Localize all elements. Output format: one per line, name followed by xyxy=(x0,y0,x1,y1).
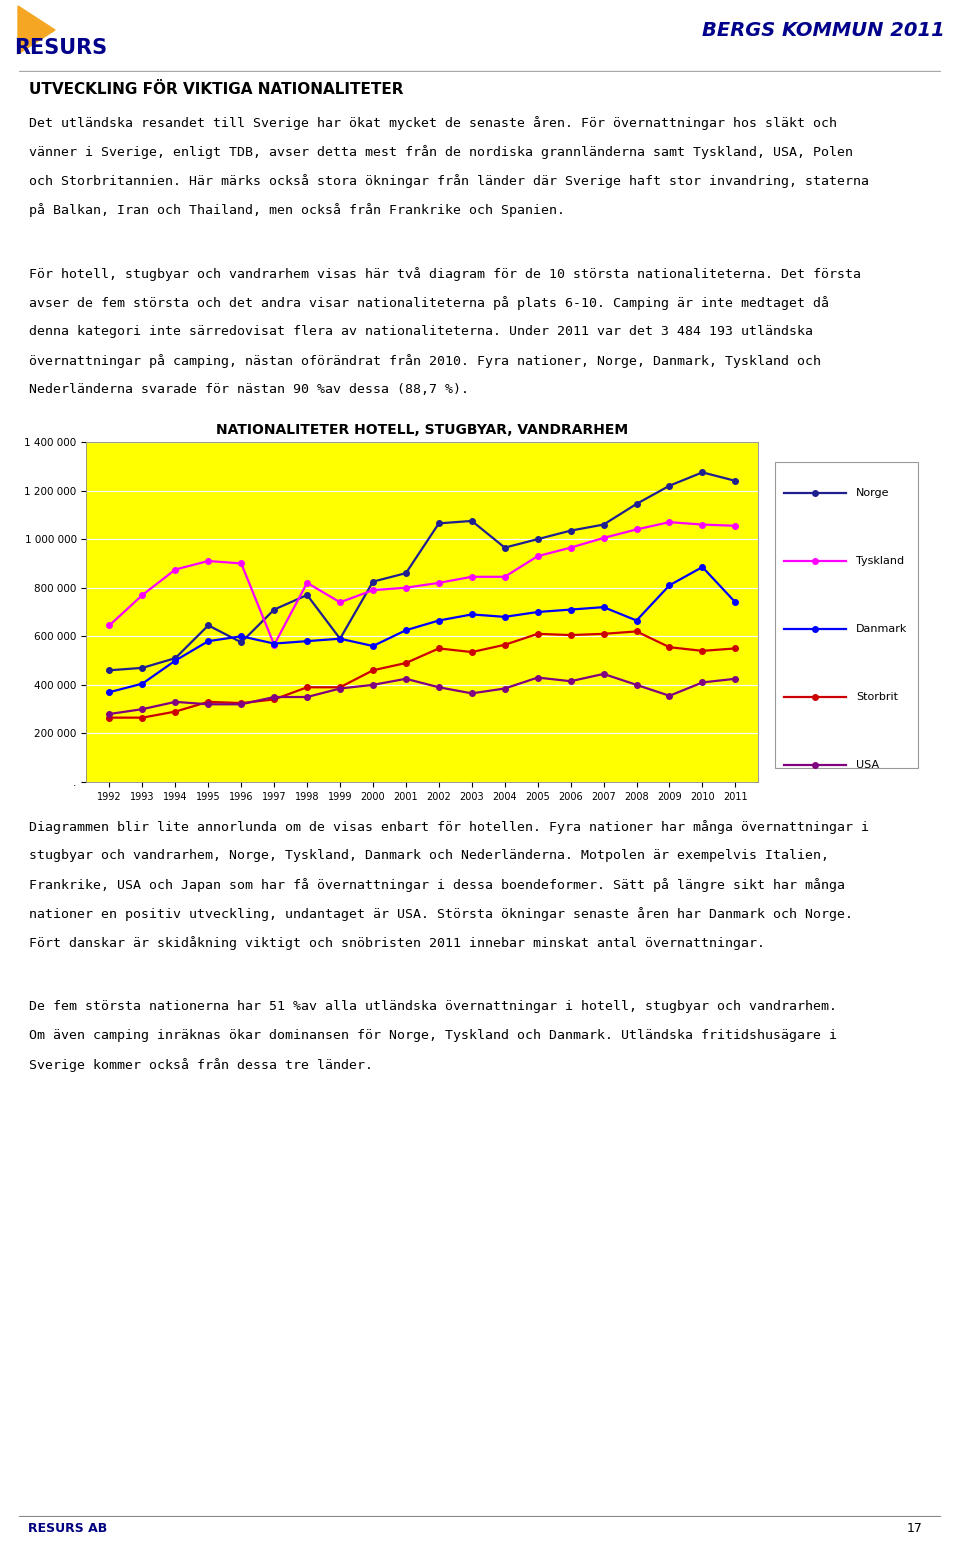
Text: RESURS AB: RESURS AB xyxy=(29,1522,108,1536)
Text: För hotell, stugbyar och vandrarhem visas här två diagram för de 10 största nati: För hotell, stugbyar och vandrarhem visa… xyxy=(29,268,861,282)
Text: Storbrit: Storbrit xyxy=(856,692,899,702)
Text: 17: 17 xyxy=(906,1522,923,1536)
Text: stugbyar och vandrarhem, Norge, Tyskland, Danmark och Nederländerna. Motpolen är: stugbyar och vandrarhem, Norge, Tyskland… xyxy=(29,850,828,862)
Polygon shape xyxy=(18,6,55,54)
Text: på Balkan, Iran och Thailand, men också från Frankrike och Spanien.: på Balkan, Iran och Thailand, men också … xyxy=(29,202,564,216)
Text: RESURS: RESURS xyxy=(14,37,108,58)
Text: De fem största nationerna har 51 %av alla utländska övernattningar i hotell, stu: De fem största nationerna har 51 %av all… xyxy=(29,1001,837,1013)
Text: Om även camping inräknas ökar dominansen för Norge, Tyskland och Danmark. Utländ: Om även camping inräknas ökar dominansen… xyxy=(29,1029,837,1043)
Text: Fört danskar är skidåkning viktigt och snöbristen 2011 innebar minskat antal öve: Fört danskar är skidåkning viktigt och s… xyxy=(29,937,765,951)
Text: Sverige kommer också från dessa tre länder.: Sverige kommer också från dessa tre länd… xyxy=(29,1058,372,1072)
Text: USA: USA xyxy=(856,759,879,770)
Text: och Storbritannien. Här märks också stora ökningar från länder där Sverige haft : och Storbritannien. Här märks också stor… xyxy=(29,174,869,188)
Text: Diagrammen blir lite annorlunda om de visas enbart för hotellen. Fyra nationer h: Diagrammen blir lite annorlunda om de vi… xyxy=(29,820,869,834)
Text: BERGS KOMMUN 2011: BERGS KOMMUN 2011 xyxy=(703,20,945,39)
Text: vänner i Sverige, enligt TDB, avser detta mest från de nordiska grannländerna sa: vänner i Sverige, enligt TDB, avser dett… xyxy=(29,145,852,159)
Text: Norge: Norge xyxy=(856,489,890,498)
Text: denna kategori inte särredovisat flera av nationaliteterna. Under 2011 var det 3: denna kategori inte särredovisat flera a… xyxy=(29,325,813,338)
Text: Nederländerna svarade för nästan 90 %av dessa (88,7 %).: Nederländerna svarade för nästan 90 %av … xyxy=(29,383,468,395)
Text: Danmark: Danmark xyxy=(856,624,907,633)
Text: Frankrike, USA och Japan som har få övernattningar i dessa boendeformer. Sätt på: Frankrike, USA och Japan som har få över… xyxy=(29,878,845,892)
Text: UTVECKLING FÖR VIKTIGA NATIONALITETER: UTVECKLING FÖR VIKTIGA NATIONALITETER xyxy=(29,82,403,96)
Text: Det utländska resandet till Sverige har ökat mycket de senaste åren. För övernat: Det utländska resandet till Sverige har … xyxy=(29,117,837,131)
Text: avser de fem största och det andra visar nationaliteterna på plats 6-10. Camping: avser de fem största och det andra visar… xyxy=(29,296,828,310)
Text: nationer en positiv utveckling, undantaget är USA. Största ökningar senaste åren: nationer en positiv utveckling, undantag… xyxy=(29,907,852,921)
Text: Tyskland: Tyskland xyxy=(856,555,904,566)
FancyBboxPatch shape xyxy=(775,462,918,769)
Title: NATIONALITETER HOTELL, STUGBYAR, VANDRARHEM: NATIONALITETER HOTELL, STUGBYAR, VANDRAR… xyxy=(216,423,629,437)
Text: övernattningar på camping, nästan oförändrat från 2010. Fyra nationer, Norge, Da: övernattningar på camping, nästan oförän… xyxy=(29,355,821,367)
